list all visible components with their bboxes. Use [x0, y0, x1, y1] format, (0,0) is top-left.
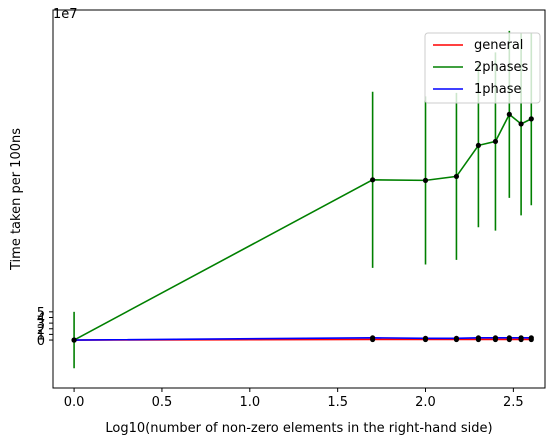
y-tick-label: 4 — [37, 311, 45, 326]
series-1phase — [71, 335, 534, 343]
data-point-2phases — [370, 177, 376, 183]
data-point-1phase — [453, 335, 460, 341]
y-tick-label: 2 — [37, 323, 45, 338]
y-tick-label: 1 — [37, 328, 45, 343]
data-point-1phase — [475, 335, 482, 341]
legend-label-2phases: 2phases — [474, 60, 528, 75]
legend-label-1phase: 1phase — [474, 82, 522, 97]
data-point-1phase — [506, 335, 512, 341]
data-point-2phases — [528, 116, 534, 122]
x-tick-label: 0.5 — [152, 395, 173, 410]
data-point-1phase — [528, 335, 534, 341]
x-tick-label: 1.0 — [239, 395, 260, 410]
x-tick-label: 2.5 — [503, 395, 524, 410]
legend-entry-general: general — [433, 38, 523, 53]
data-point-1phase — [422, 335, 429, 341]
legend-box — [424, 32, 541, 104]
series-line-2phases — [73, 113, 532, 341]
y-tick-label: 5 — [37, 306, 45, 321]
legend: general 2phases 1phase — [424, 32, 541, 104]
legend-entry-1phase: 1phase — [433, 82, 522, 97]
data-point-2phases — [506, 111, 512, 117]
x-tick-label: 1.5 — [327, 395, 348, 410]
x-tick-label: 0.0 — [64, 395, 85, 410]
legend-label-general: general — [474, 38, 523, 53]
axes-frame — [52, 9, 546, 389]
y-tick-label: 3 — [37, 317, 45, 332]
data-point-2phases — [453, 173, 460, 180]
data-point-1phase — [370, 335, 376, 341]
y-axis-offset-label: 1e7 — [53, 7, 78, 22]
data-point-2phases — [422, 177, 429, 183]
x-axis-label: Log10(number of non-zero elements in the… — [105, 421, 492, 436]
x-tick-label: 2.0 — [415, 395, 436, 410]
data-point-2phases — [492, 138, 499, 145]
data-point-2phases — [475, 142, 482, 149]
data-point-1phase — [492, 335, 499, 341]
data-point-1phase — [71, 337, 77, 343]
data-point-1phase — [518, 335, 524, 341]
data-point-2phases — [518, 121, 524, 127]
legend-entry-2phases: 2phases — [433, 60, 528, 75]
y-axis-label: Time taken per 100ns — [9, 128, 24, 271]
y-tick-label: 0 — [37, 334, 45, 349]
